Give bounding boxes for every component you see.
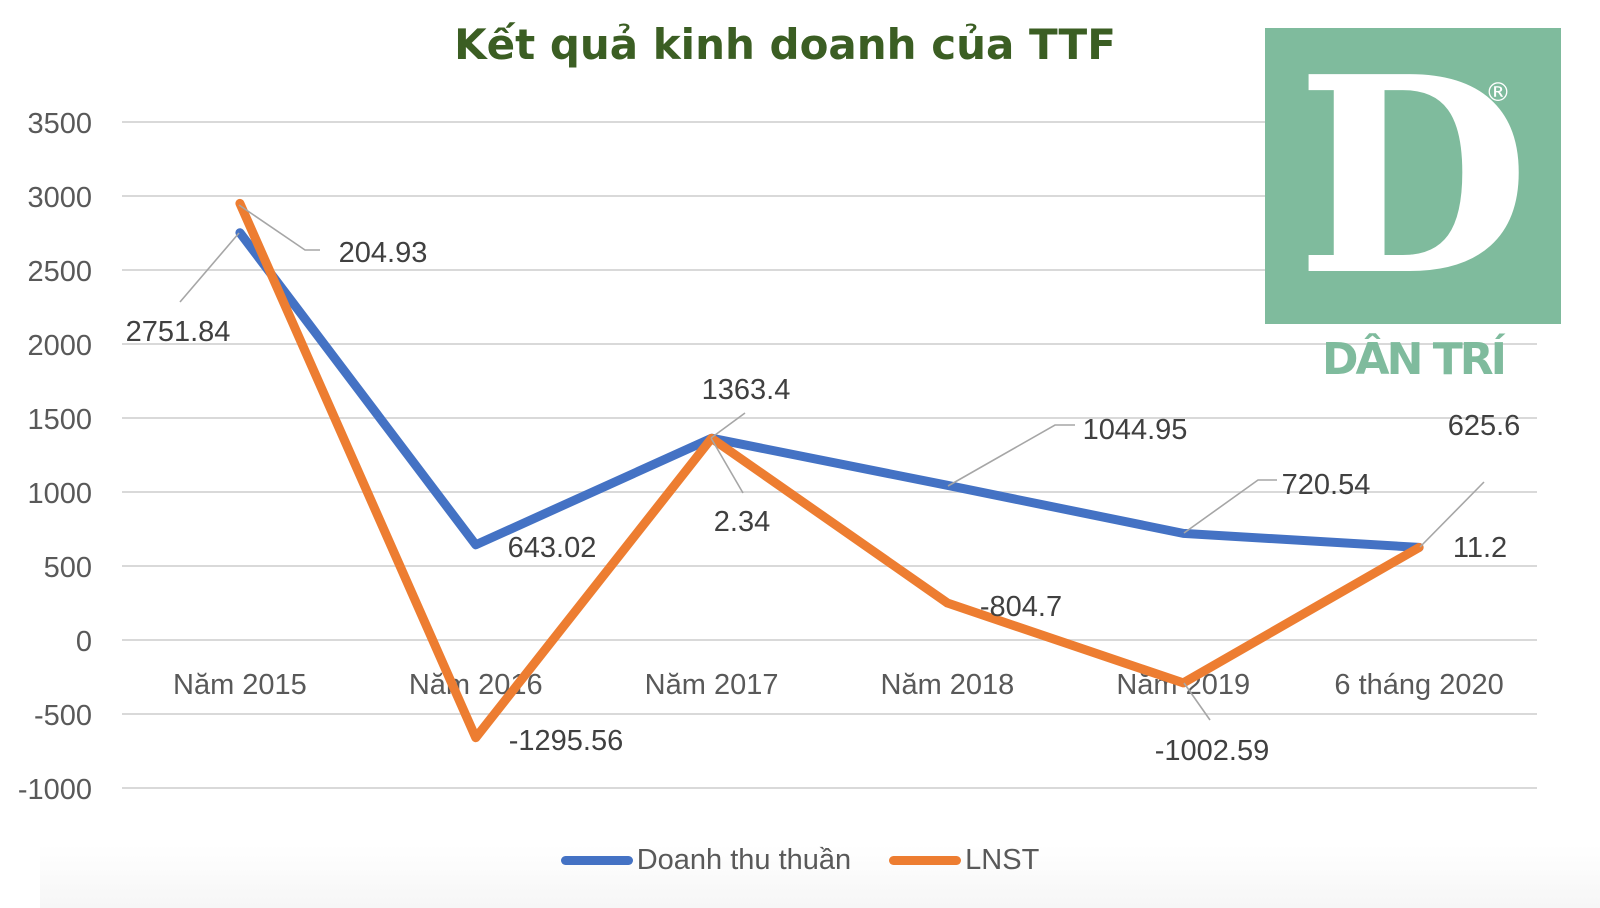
legend-swatch-lnst (889, 855, 962, 865)
leader-line (1419, 481, 1485, 548)
data-label-lnst: 2.34 (714, 506, 770, 538)
data-label-revenue: 625.6 (1448, 410, 1521, 442)
logo-wordmark: DÂN TRÍ (1322, 334, 1507, 385)
data-label-revenue: 1044.95 (1083, 414, 1188, 446)
data-label-revenue: 720.54 (1282, 469, 1371, 501)
registered-mark-icon: ® (1485, 78, 1511, 108)
data-label-revenue: 2751.84 (126, 316, 231, 348)
legend-label-lnst: LNST (965, 843, 1040, 876)
x-tick-label: Năm 2015 (173, 669, 307, 701)
legend: Doanh thu thuần LNST (0, 838, 1600, 882)
leader-line (238, 204, 320, 251)
y-axis-labels: 3500 3000 2500 2000 1500 1000 500 0 -500 -1000 (18, 108, 92, 806)
legend-swatch-revenue (560, 855, 633, 865)
y-tick-label: 0 (76, 626, 92, 658)
y-tick-label: 2000 (27, 330, 92, 362)
series-line-revenue[interactable] (235, 228, 1424, 552)
data-labels: 2751.84 643.02 1363.4 1044.95 720.54 625.6 204… (126, 237, 1521, 767)
y-tick-label: 1500 (27, 404, 92, 436)
y-tick-label: 2500 (27, 256, 92, 288)
gridlines (122, 121, 1537, 789)
y-tick-label: -1000 (18, 774, 92, 806)
series-lines (235, 198, 1424, 743)
series-line-lnst[interactable] (235, 198, 1424, 743)
data-label-lnst: -1002.59 (1155, 735, 1270, 767)
data-label-lnst: -804.7 (980, 591, 1062, 623)
leader-line (1183, 682, 1211, 721)
data-label-lnst: -1295.56 (509, 725, 624, 757)
leader-line (710, 412, 746, 439)
y-tick-label: 1000 (27, 478, 92, 510)
y-tick-label: 500 (44, 552, 92, 584)
y-tick-label: 3500 (27, 108, 92, 140)
data-label-lnst: 11.2 (1453, 532, 1507, 564)
leader-line (179, 232, 240, 303)
y-tick-label: 3000 (27, 182, 92, 214)
leader-line (947, 424, 1075, 487)
leader-line (1183, 479, 1277, 534)
label-leader-lines (179, 204, 1485, 721)
x-tick-label: 6 tháng 2020 (1334, 669, 1503, 701)
x-tick-label: Năm 2017 (645, 669, 779, 701)
legend-item-lnst[interactable]: LNST (889, 844, 1039, 877)
x-axis-labels: Năm 2015 Năm 2016 Năm 2017 Năm 2018 Năm 2019… (173, 669, 1504, 701)
x-tick-label: Năm 2018 (881, 669, 1015, 701)
logo-letter: D (1295, 17, 1531, 335)
dantri-logo: D ® (1265, 28, 1561, 324)
data-label-lnst: 204.93 (339, 237, 428, 269)
data-label-revenue: 643.02 (508, 532, 597, 564)
leader-line (710, 437, 744, 494)
legend-label-revenue: Doanh thu thuần (636, 843, 852, 876)
chart-title: Kết quả kinh doanh của TTF (454, 20, 1116, 69)
data-label-revenue: 1363.4 (702, 374, 791, 406)
legend-item-revenue[interactable]: Doanh thu thuần (560, 843, 852, 877)
y-tick-label: -500 (34, 700, 92, 732)
